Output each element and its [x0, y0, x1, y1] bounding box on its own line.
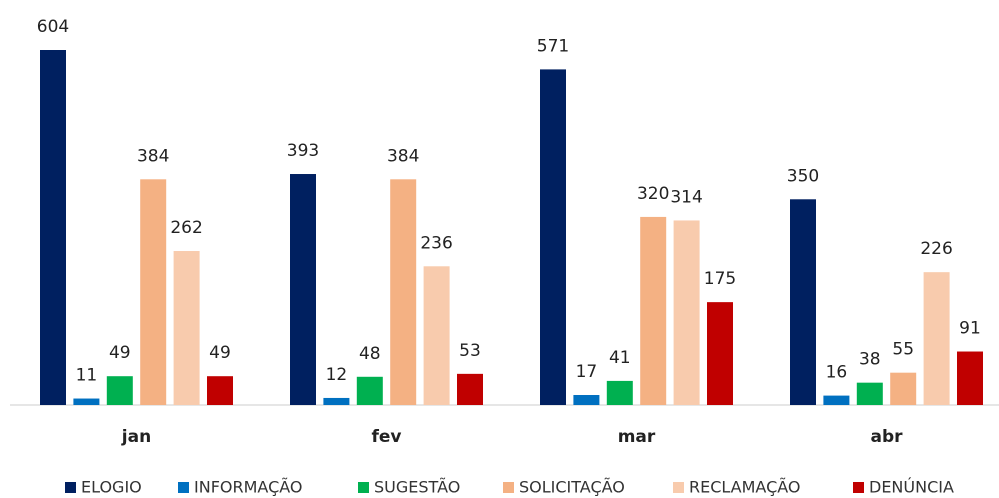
data-label: 17 — [576, 362, 598, 382]
bar — [856, 382, 883, 405]
bar — [923, 272, 950, 405]
bar — [606, 380, 633, 405]
legend-swatch — [503, 482, 514, 493]
data-label: 55 — [892, 340, 914, 360]
bar — [356, 376, 383, 405]
data-label: 91 — [959, 319, 981, 339]
bar — [457, 373, 483, 405]
data-label: 175 — [704, 269, 736, 289]
bar — [673, 220, 700, 405]
x-tick-label: abr — [870, 427, 903, 447]
data-label: 49 — [109, 343, 131, 363]
legend-swatch — [853, 482, 864, 493]
x-tick-label: jan — [121, 427, 151, 447]
bar — [890, 372, 917, 405]
bar — [423, 266, 450, 405]
bar — [707, 302, 733, 405]
bar — [573, 395, 600, 405]
data-label: 11 — [76, 366, 98, 386]
bar — [390, 179, 417, 405]
data-label: 12 — [326, 365, 348, 385]
data-label: 604 — [37, 17, 69, 37]
legend-label: RECLAMAÇÃO — [689, 478, 801, 497]
legend-swatch — [178, 482, 189, 493]
bar — [140, 179, 167, 405]
legend-swatch — [673, 482, 684, 493]
data-label: 41 — [609, 348, 631, 368]
bar — [173, 251, 200, 405]
data-label: 393 — [287, 141, 319, 161]
data-label: 16 — [826, 363, 848, 383]
legend-label: SUGESTÃO — [374, 478, 460, 497]
data-label: 49 — [209, 343, 231, 363]
legend-label: ELOGIO — [81, 478, 142, 497]
bar — [40, 50, 66, 405]
data-label: 571 — [537, 36, 569, 56]
data-label: 350 — [787, 166, 819, 186]
data-label: 262 — [170, 218, 202, 238]
bar — [823, 395, 850, 405]
legend-label: DENÚNCIA — [869, 478, 954, 497]
data-label: 53 — [459, 341, 481, 361]
bar — [540, 69, 566, 406]
x-tick-label: fev — [371, 427, 401, 447]
data-label: 38 — [859, 350, 881, 370]
bar — [790, 199, 816, 405]
bar — [207, 376, 233, 405]
bar — [73, 398, 100, 405]
x-tick-label: mar — [618, 427, 656, 447]
data-label: 236 — [420, 233, 452, 253]
data-label: 384 — [387, 146, 419, 166]
bar — [957, 351, 983, 405]
data-label: 226 — [920, 239, 952, 259]
legend-label: INFORMAÇÃO — [194, 478, 303, 497]
data-label: 314 — [670, 187, 702, 207]
data-label: 48 — [359, 344, 381, 364]
legend-label: SOLICITAÇÃO — [519, 478, 625, 497]
bar — [323, 397, 350, 405]
data-label: 320 — [637, 184, 669, 204]
legend-swatch — [65, 482, 76, 493]
bar — [290, 174, 316, 405]
legend-swatch — [358, 482, 369, 493]
bar — [640, 216, 667, 405]
bar — [106, 376, 133, 405]
data-label: 384 — [137, 146, 169, 166]
